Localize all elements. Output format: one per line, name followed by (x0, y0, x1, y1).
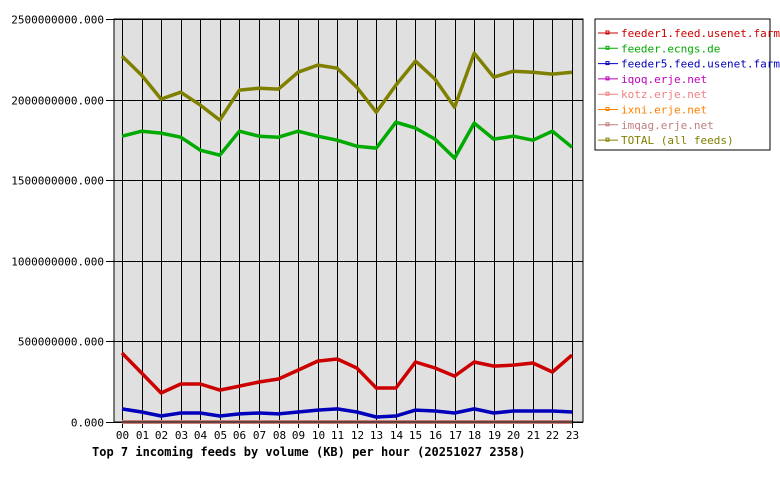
x-tick-label: 06 (233, 429, 246, 442)
plot-frame (113, 18, 584, 423)
x-tick-label: 18 (468, 429, 481, 442)
y-tick-label: 0.000 (71, 417, 104, 430)
x-tick-label: 11 (331, 429, 344, 442)
x-tick-label: 13 (370, 429, 383, 442)
y-axis: 0.000 500000000.000 1000000000.000 15000000… (11, 14, 114, 430)
y-tick-label: 500000000.000 (18, 336, 104, 349)
legend-marker-icon (605, 91, 610, 96)
grid-lines (114, 19, 583, 428)
x-tick-label: 12 (351, 429, 364, 442)
x-tick-label: 07 (253, 429, 266, 442)
series-line (121, 120, 574, 160)
legend-label: feeder.ecngs.de (621, 42, 720, 55)
y-tick-label: 2000000000.000 (11, 95, 104, 108)
x-tick-label: 02 (155, 429, 168, 442)
y-tick-label: 1000000000.000 (11, 256, 104, 269)
legend-marker-icon (605, 107, 610, 111)
y-tick-label: 2500000000.000 (11, 14, 104, 27)
chart-title: Top 7 incoming feeds by volume (KB) per … (92, 445, 525, 459)
x-tick-label: 16 (429, 429, 442, 442)
x-tick-label: 00 (116, 429, 129, 442)
legend-marker-icon (605, 122, 610, 127)
x-tick-label: 10 (312, 429, 325, 442)
x-tick-label: 01 (136, 429, 149, 442)
legend: feeder1.feed.usenet.farm feeder.ecngs.de f… (594, 18, 780, 151)
legend-marker-icon (605, 61, 610, 66)
x-tick-label: 22 (546, 429, 559, 442)
legend-marker-icon (605, 76, 610, 81)
x-tick-label: 14 (390, 429, 404, 442)
y-tick-label: 1500000000.000 (11, 175, 104, 188)
x-tick-label: 15 (409, 429, 422, 442)
x-tick-label: 05 (214, 429, 227, 442)
x-tick-label: 23 (566, 429, 579, 442)
plot-area (114, 19, 583, 422)
legend-label: TOTAL (all feeds) (621, 134, 734, 147)
series-line (120, 51, 573, 122)
legend-marker-icon (605, 137, 610, 142)
x-tick-label: 03 (175, 429, 188, 442)
x-axis: 00 01 02 03 04 05 06 07 08 09 10 11 12 13 14 15 16 17 18 19… (116, 429, 579, 442)
legend-marker-icon (605, 30, 610, 35)
x-tick-label: 04 (194, 429, 208, 442)
x-tick-label: 20 (507, 429, 520, 442)
legend-label: iqoq.erje.net (621, 73, 707, 86)
series-line (121, 407, 573, 419)
series-line (120, 351, 574, 395)
x-tick-label: 08 (273, 429, 286, 442)
x-tick-label: 19 (488, 429, 501, 442)
legend-label: feeder5.feed.usenet.farm (621, 58, 780, 71)
x-tick-label: 21 (527, 429, 540, 442)
x-tick-label: 09 (292, 429, 305, 442)
legend-label: feeder1.feed.usenet.farm (621, 27, 780, 40)
legend-label: imqag.erje.net (621, 119, 714, 132)
x-tick-label: 17 (449, 429, 462, 442)
legend-label: kotz.erje.net (621, 88, 707, 101)
legend-box (594, 18, 771, 151)
legend-marker-icon (605, 45, 610, 50)
legend-label: ixni.erje.net (621, 104, 707, 117)
